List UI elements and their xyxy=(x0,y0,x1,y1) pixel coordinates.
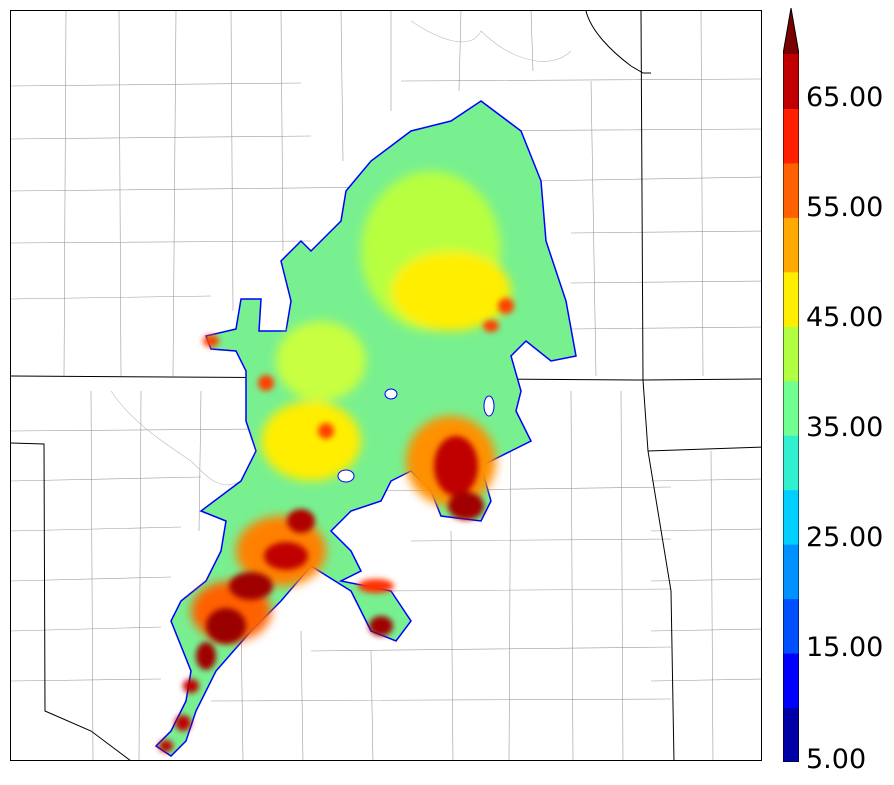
colorbar-label: 25.00 xyxy=(806,522,884,553)
colorbar xyxy=(783,8,799,762)
colorbar-segment xyxy=(783,544,799,600)
colorbar-label: 45.00 xyxy=(806,302,884,333)
echo-outline xyxy=(154,100,577,757)
state-boundaries xyxy=(11,11,761,760)
colorbar-segment xyxy=(783,217,799,273)
colorbar-segment xyxy=(783,108,799,164)
colorbar-label: 35.00 xyxy=(806,412,884,443)
colorbar-extend-arrow xyxy=(783,8,799,54)
reflectivity-field xyxy=(154,100,577,757)
county-boundaries xyxy=(11,11,761,760)
colorbar-segment xyxy=(783,380,799,436)
colorbar-segment xyxy=(783,653,799,709)
colorbar-segment xyxy=(783,54,799,109)
colorbar-segment xyxy=(783,489,799,545)
colorbar-segment xyxy=(783,598,799,654)
colorbar-segment xyxy=(783,271,799,327)
colorbar-segment xyxy=(783,162,799,218)
map-panel xyxy=(10,10,762,761)
colorbar-label: 65.00 xyxy=(806,82,884,113)
colorbar-label: 55.00 xyxy=(806,192,884,223)
colorbar-label: 15.00 xyxy=(806,632,884,663)
map-canvas xyxy=(11,11,761,760)
colorbar-segment xyxy=(783,435,799,491)
colorbar-segment xyxy=(783,326,799,382)
colorbar-segment xyxy=(783,707,799,762)
colorbar-outline xyxy=(783,8,799,762)
colorbar-label: 5.00 xyxy=(806,744,867,775)
